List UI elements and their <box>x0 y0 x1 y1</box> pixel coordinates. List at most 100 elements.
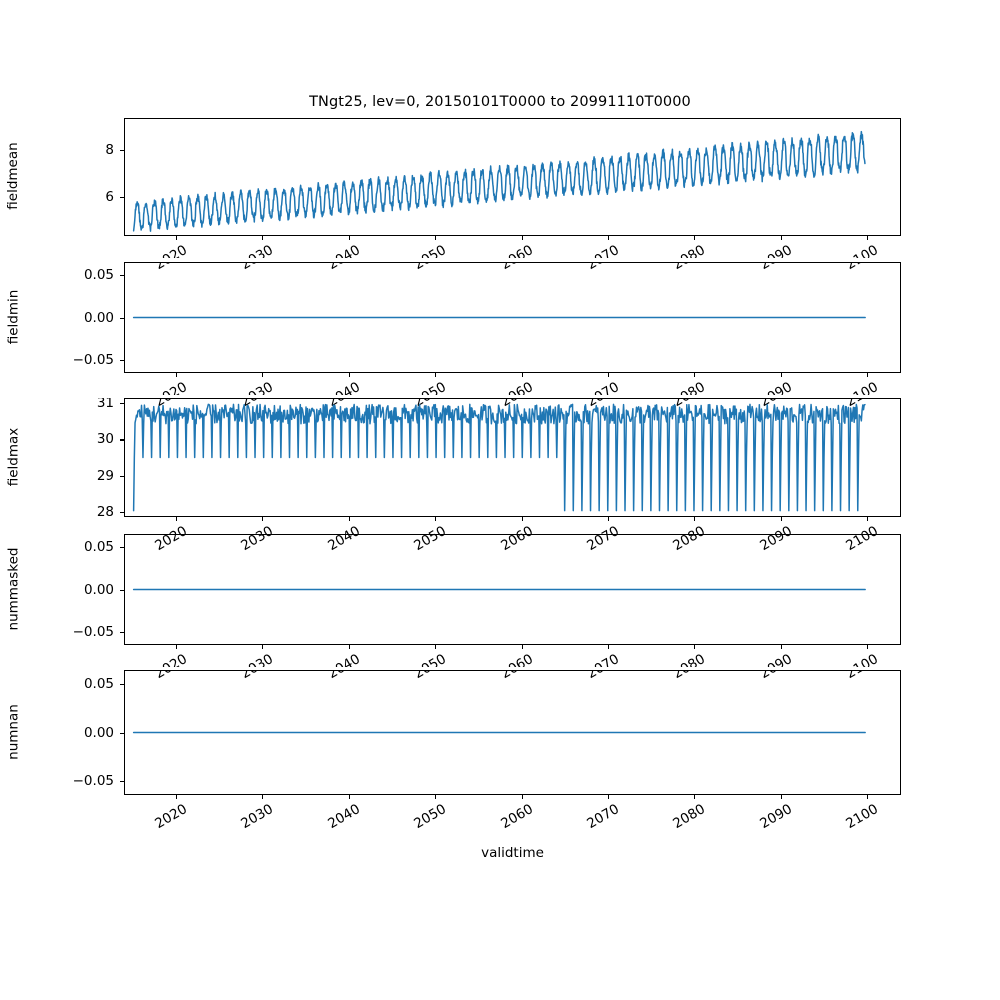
y-tick-mark <box>120 546 124 548</box>
y-tick-label: −0.05 <box>72 352 114 369</box>
y-tick-mark <box>120 317 124 319</box>
x-tick-mark <box>348 236 350 240</box>
y-tick-label: −0.05 <box>72 772 114 789</box>
x-tick-mark <box>608 795 610 799</box>
x-tick-mark <box>262 795 264 799</box>
x-tick-mark <box>780 795 782 799</box>
panel-fieldmin <box>124 262 901 373</box>
y-tick-label: 0.05 <box>83 676 114 693</box>
y-tick-label: 8 <box>105 141 114 158</box>
x-tick-mark <box>780 645 782 649</box>
y-axis-label-numnan: numnan <box>5 703 21 760</box>
x-tick-mark <box>521 373 523 377</box>
x-tick-mark <box>521 645 523 649</box>
x-tick-mark <box>348 795 350 799</box>
x-tick-mark <box>262 517 264 521</box>
x-tick-mark <box>867 517 869 521</box>
x-tick-mark <box>867 795 869 799</box>
panel-numnan <box>124 670 901 795</box>
series-path-fieldmean <box>134 132 865 232</box>
series-path-fieldmax <box>134 404 865 510</box>
y-tick-label: 0.00 <box>83 581 114 598</box>
y-tick-mark <box>120 403 124 405</box>
x-tick-mark <box>175 645 177 649</box>
panel-nummasked <box>124 534 901 645</box>
y-tick-label: 29 <box>96 467 114 484</box>
y-tick-label: 0.00 <box>83 309 114 326</box>
y-tick-mark <box>120 475 124 477</box>
x-tick-mark <box>780 236 782 240</box>
y-tick-mark <box>120 439 124 441</box>
x-tick-mark <box>608 373 610 377</box>
plot-area-numnan <box>125 671 900 794</box>
x-tick-mark <box>867 236 869 240</box>
x-tick-mark <box>608 236 610 240</box>
x-tick-mark <box>694 373 696 377</box>
x-tick-mark <box>262 645 264 649</box>
x-tick-mark <box>175 517 177 521</box>
x-tick-mark <box>435 795 437 799</box>
tick-label-clip-mask <box>0 395 1000 398</box>
y-tick-label: 30 <box>96 431 114 448</box>
x-tick-mark <box>435 645 437 649</box>
x-tick-mark <box>867 645 869 649</box>
y-tick-mark <box>120 684 124 686</box>
series-line-fieldmean <box>125 119 900 235</box>
x-tick-mark <box>348 373 350 377</box>
y-tick-label: 0.05 <box>83 538 114 555</box>
series-line-nummasked <box>125 535 900 644</box>
x-tick-mark <box>608 645 610 649</box>
panel-fieldmean <box>124 118 901 236</box>
x-tick-mark <box>780 517 782 521</box>
y-axis-label-fieldmax: fieldmax <box>5 427 21 486</box>
y-tick-label: −0.05 <box>72 624 114 641</box>
y-tick-mark <box>120 360 124 362</box>
y-tick-label: 0.00 <box>83 724 114 741</box>
x-tick-mark <box>435 517 437 521</box>
x-tick-mark <box>780 373 782 377</box>
x-tick-mark <box>694 517 696 521</box>
x-tick-mark <box>521 517 523 521</box>
y-tick-mark <box>120 511 124 513</box>
x-tick-mark <box>694 645 696 649</box>
series-line-fieldmin <box>125 263 900 372</box>
x-tick-mark <box>262 373 264 377</box>
x-tick-mark <box>175 236 177 240</box>
tick-label-clip-mask <box>0 258 1000 262</box>
x-tick-mark <box>435 236 437 240</box>
x-tick-mark <box>175 795 177 799</box>
y-axis-label-nummasked: nummasked <box>5 547 21 630</box>
tick-label-clip-mask <box>0 667 1000 670</box>
x-tick-mark <box>262 236 264 240</box>
y-axis-label-fieldmin: fieldmin <box>5 289 21 344</box>
x-axis-label: validtime <box>481 845 544 861</box>
y-tick-mark <box>120 780 124 782</box>
plot-area-fieldmin <box>125 263 900 372</box>
panel-fieldmax <box>124 398 901 517</box>
y-tick-mark <box>120 732 124 734</box>
plot-area-nummasked <box>125 535 900 644</box>
x-tick-mark <box>694 795 696 799</box>
y-tick-mark <box>120 589 124 591</box>
x-tick-mark <box>348 517 350 521</box>
x-tick-mark <box>175 373 177 377</box>
y-tick-mark <box>120 632 124 634</box>
y-tick-mark <box>120 149 124 151</box>
y-tick-label: 28 <box>96 503 114 520</box>
figure-title: TNgt25, lev=0, 20150101T0000 to 20991110… <box>309 94 691 110</box>
y-tick-label: 31 <box>96 395 114 412</box>
y-tick-label: 0.05 <box>83 266 114 283</box>
y-tick-mark <box>120 197 124 199</box>
x-tick-mark <box>608 517 610 521</box>
x-tick-mark <box>867 373 869 377</box>
y-tick-label: 6 <box>105 189 114 206</box>
plot-area-fieldmean <box>125 119 900 235</box>
x-tick-mark <box>521 795 523 799</box>
x-tick-mark <box>348 645 350 649</box>
y-tick-mark <box>120 274 124 276</box>
series-line-numnan <box>125 671 900 794</box>
x-tick-mark <box>435 373 437 377</box>
x-tick-mark <box>694 236 696 240</box>
plot-area-fieldmax <box>125 399 900 516</box>
